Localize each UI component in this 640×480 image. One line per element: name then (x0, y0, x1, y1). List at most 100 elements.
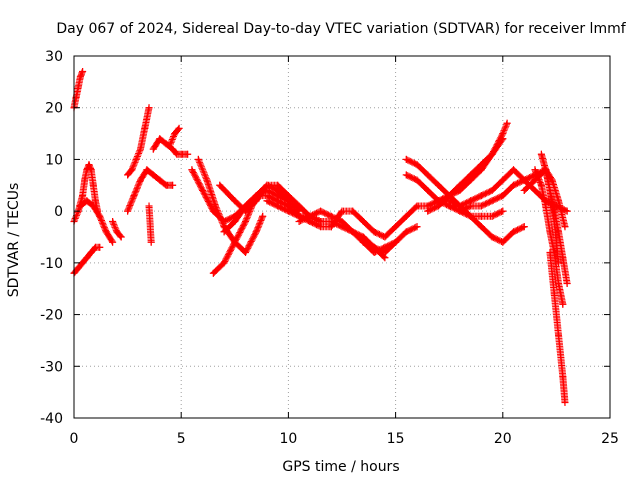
data-point (194, 155, 202, 163)
y-tick-label: -40 (40, 411, 63, 427)
data-point (242, 249, 250, 257)
x-tick-label: 0 (70, 431, 79, 447)
data-point (555, 331, 563, 339)
data-point (349, 228, 357, 236)
data-point (85, 161, 93, 169)
data-point (295, 217, 303, 225)
data-point (113, 228, 121, 236)
data-point (242, 217, 250, 225)
data-point (252, 228, 260, 236)
y-axis-label: SDTVAR / TECUs (6, 183, 22, 298)
data-point (445, 202, 453, 210)
data-point (141, 124, 149, 132)
data-point (555, 259, 563, 267)
data-point (550, 217, 558, 225)
data-point (188, 166, 196, 174)
data-point (434, 181, 442, 189)
data-point (402, 155, 410, 163)
data-point (370, 243, 378, 251)
data-point (542, 202, 550, 210)
y-tick-label: 30 (45, 49, 63, 65)
data-point (231, 238, 239, 246)
data-point (555, 197, 563, 205)
data-point (79, 192, 87, 200)
data-point (381, 233, 389, 241)
data-point (359, 217, 367, 225)
data-point (520, 223, 528, 231)
y-tick-label: 20 (45, 101, 63, 117)
data-point (231, 197, 239, 205)
axis-ticks (73, 55, 611, 419)
data-point (242, 202, 250, 210)
data-point (74, 83, 82, 91)
data-point (499, 238, 507, 246)
data-point (128, 166, 136, 174)
data-point (130, 192, 138, 200)
data-markers (70, 68, 571, 406)
chart-title: Day 067 of 2024, Sidereal Day-to-day VTE… (56, 21, 626, 37)
data-point (317, 207, 325, 215)
data-point (402, 171, 410, 179)
data-point (203, 176, 211, 184)
data-point (520, 176, 528, 184)
data-point (467, 176, 475, 184)
data-point (488, 186, 496, 194)
data-point (413, 161, 421, 169)
data-point (477, 223, 485, 231)
data-point (546, 186, 554, 194)
data-point (306, 212, 314, 220)
data-point (546, 249, 554, 257)
data-point (284, 207, 292, 215)
data-point (531, 166, 539, 174)
data-point (510, 166, 518, 174)
data-point (563, 207, 571, 215)
data-point (124, 207, 132, 215)
data-point (499, 207, 507, 215)
data-point (542, 166, 550, 174)
data-point (402, 212, 410, 220)
data-point (561, 398, 569, 406)
data-point (96, 243, 104, 251)
data-point (327, 212, 335, 220)
y-tick-label: 10 (45, 152, 63, 168)
data-point (445, 192, 453, 200)
data-point (499, 192, 507, 200)
data-point (338, 217, 346, 225)
data-point (424, 207, 432, 215)
data-point (143, 166, 151, 174)
data-point (402, 228, 410, 236)
x-tick-label: 15 (387, 431, 405, 447)
data-point (177, 150, 185, 158)
data-point (381, 249, 389, 257)
data-point (488, 212, 496, 220)
y-axis-tick-labels: 30 20 10 0 -10 -20 -30 -40 (40, 49, 63, 427)
data-point (434, 197, 442, 205)
data-point (231, 217, 239, 225)
data-point (169, 145, 177, 153)
data-point (510, 181, 518, 189)
y-tick-label: -20 (40, 308, 63, 324)
data-point (537, 150, 545, 158)
data-point (175, 124, 183, 132)
data-point (546, 228, 554, 236)
x-tick-label: 20 (494, 431, 512, 447)
data-point (132, 155, 140, 163)
x-tick-label: 25 (601, 431, 619, 447)
x-tick-label: 10 (279, 431, 297, 447)
data-point (136, 176, 144, 184)
data-point (467, 212, 475, 220)
data-point (456, 207, 464, 215)
data-point (531, 186, 539, 194)
data-point (149, 171, 157, 179)
data-point (559, 373, 567, 381)
data-point (424, 186, 432, 194)
data-point (76, 202, 84, 210)
data-point (477, 202, 485, 210)
data-point (488, 150, 496, 158)
data-point (171, 130, 179, 138)
data-point (76, 73, 84, 81)
data-point (91, 197, 99, 205)
data-point (149, 145, 157, 153)
data-point (370, 228, 378, 236)
